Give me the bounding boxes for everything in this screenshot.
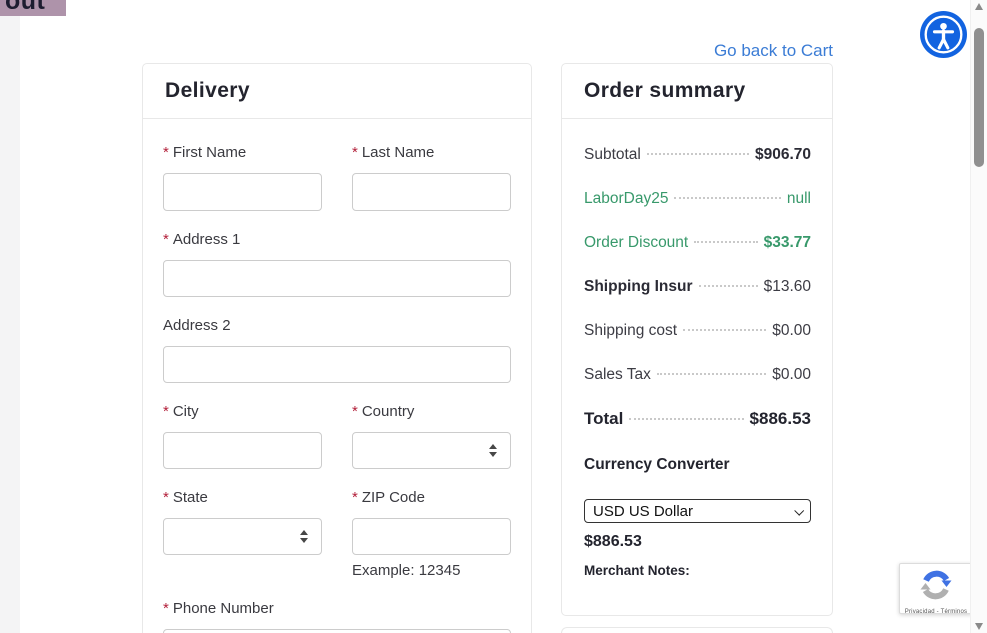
zip-input[interactable] bbox=[352, 518, 511, 555]
address1-field-group: * Address 1 bbox=[163, 231, 511, 297]
recaptcha-logo-icon bbox=[918, 567, 954, 608]
first-name-field-group: * First Name bbox=[163, 144, 322, 211]
go-back-to-cart-link[interactable]: Go back to Cart bbox=[713, 41, 833, 60]
state-select[interactable] bbox=[163, 518, 322, 555]
country-label: * Country bbox=[352, 403, 415, 420]
order-summary-header: Order summary bbox=[562, 64, 832, 119]
next-section-panel-edge bbox=[561, 627, 833, 633]
summary-row-coupon: LaborDay25 null bbox=[584, 190, 811, 207]
recaptcha-badge[interactable]: Privacidad - Términos bbox=[899, 563, 973, 615]
required-asterisk: * bbox=[163, 600, 169, 617]
checkout-page: Go back to Cart Delivery * First Name * La… bbox=[20, 0, 970, 633]
phone-label: * Phone Number bbox=[163, 600, 274, 617]
chevron-down-icon bbox=[794, 505, 805, 516]
phone-field-group: * Phone Number bbox=[163, 600, 511, 633]
city-input[interactable] bbox=[163, 432, 322, 469]
order-summary-panel: Order summary Subtotal $906.70 LaborDay25… bbox=[561, 63, 833, 616]
vertical-scrollbar bbox=[970, 0, 987, 633]
summary-row-shipping-cost: Shipping cost $0.00 bbox=[584, 322, 811, 339]
required-asterisk: * bbox=[163, 403, 169, 420]
order-summary-title: Order summary bbox=[584, 79, 746, 102]
required-asterisk: * bbox=[352, 403, 358, 420]
phone-input[interactable] bbox=[163, 629, 511, 633]
select-spinner-icon bbox=[300, 530, 308, 543]
country-select[interactable] bbox=[352, 432, 511, 469]
zip-helper-text: Example: 12345 bbox=[352, 562, 461, 579]
delivery-form: * First Name * Last Name * Address 1 Addres… bbox=[143, 119, 531, 633]
state-field-group: * State bbox=[163, 489, 322, 555]
delivery-panel-header: Delivery bbox=[143, 64, 531, 119]
delivery-panel: Delivery * First Name * Last Name * Address… bbox=[142, 63, 532, 633]
first-name-label: * First Name bbox=[163, 144, 247, 161]
summary-row-order-discount: Order Discount $33.77 bbox=[584, 234, 811, 251]
required-asterisk: * bbox=[163, 489, 169, 506]
zip-label: * ZIP Code bbox=[352, 489, 425, 506]
state-label: * State bbox=[163, 489, 208, 506]
required-asterisk: * bbox=[352, 489, 358, 506]
first-name-input[interactable] bbox=[163, 173, 322, 211]
scrollbar-thumb[interactable] bbox=[974, 28, 984, 167]
summary-row-subtotal: Subtotal $906.70 bbox=[584, 146, 811, 163]
last-name-input[interactable] bbox=[352, 173, 511, 211]
required-asterisk: * bbox=[352, 144, 358, 161]
city-label: * City bbox=[163, 403, 199, 420]
last-name-label: * Last Name bbox=[352, 144, 435, 161]
accessibility-widget-button[interactable] bbox=[920, 11, 967, 58]
address2-label: Address 2 bbox=[163, 317, 231, 334]
accessibility-icon bbox=[920, 11, 967, 61]
scrollbar-up-arrow-icon[interactable] bbox=[975, 3, 983, 10]
address1-input[interactable] bbox=[163, 260, 511, 297]
last-name-field-group: * Last Name bbox=[352, 144, 511, 211]
address2-input[interactable] bbox=[163, 346, 511, 383]
merchant-notes-label: Merchant Notes: bbox=[584, 563, 690, 578]
country-field-group: * Country bbox=[352, 403, 511, 469]
currency-select[interactable]: USD US Dollar bbox=[584, 499, 811, 523]
currency-selected-option: USD US Dollar bbox=[593, 502, 694, 520]
required-asterisk: * bbox=[163, 231, 169, 248]
summary-row-total: Total $886.53 bbox=[584, 409, 811, 428]
address1-label: * Address 1 bbox=[163, 231, 241, 248]
recaptcha-terms-text: Privacidad - Términos bbox=[904, 609, 968, 615]
address2-field-group: Address 2 bbox=[163, 317, 511, 383]
summary-row-shipping-insurance: Shipping Insur $13.60 bbox=[584, 278, 811, 295]
scrollbar-down-arrow-icon[interactable] bbox=[975, 623, 983, 630]
clipped-checkout-heading: out bbox=[0, 0, 66, 16]
summary-row-sales-tax: Sales Tax $0.00 bbox=[584, 366, 811, 383]
city-field-group: * City bbox=[163, 403, 322, 469]
currency-converter-heading: Currency Converter bbox=[584, 456, 730, 473]
select-spinner-icon bbox=[489, 444, 497, 457]
delivery-title: Delivery bbox=[165, 79, 250, 102]
converted-amount: $886.53 bbox=[584, 533, 642, 550]
required-asterisk: * bbox=[163, 144, 169, 161]
zip-field-group: * ZIP Code Example: 12345 bbox=[352, 489, 511, 580]
